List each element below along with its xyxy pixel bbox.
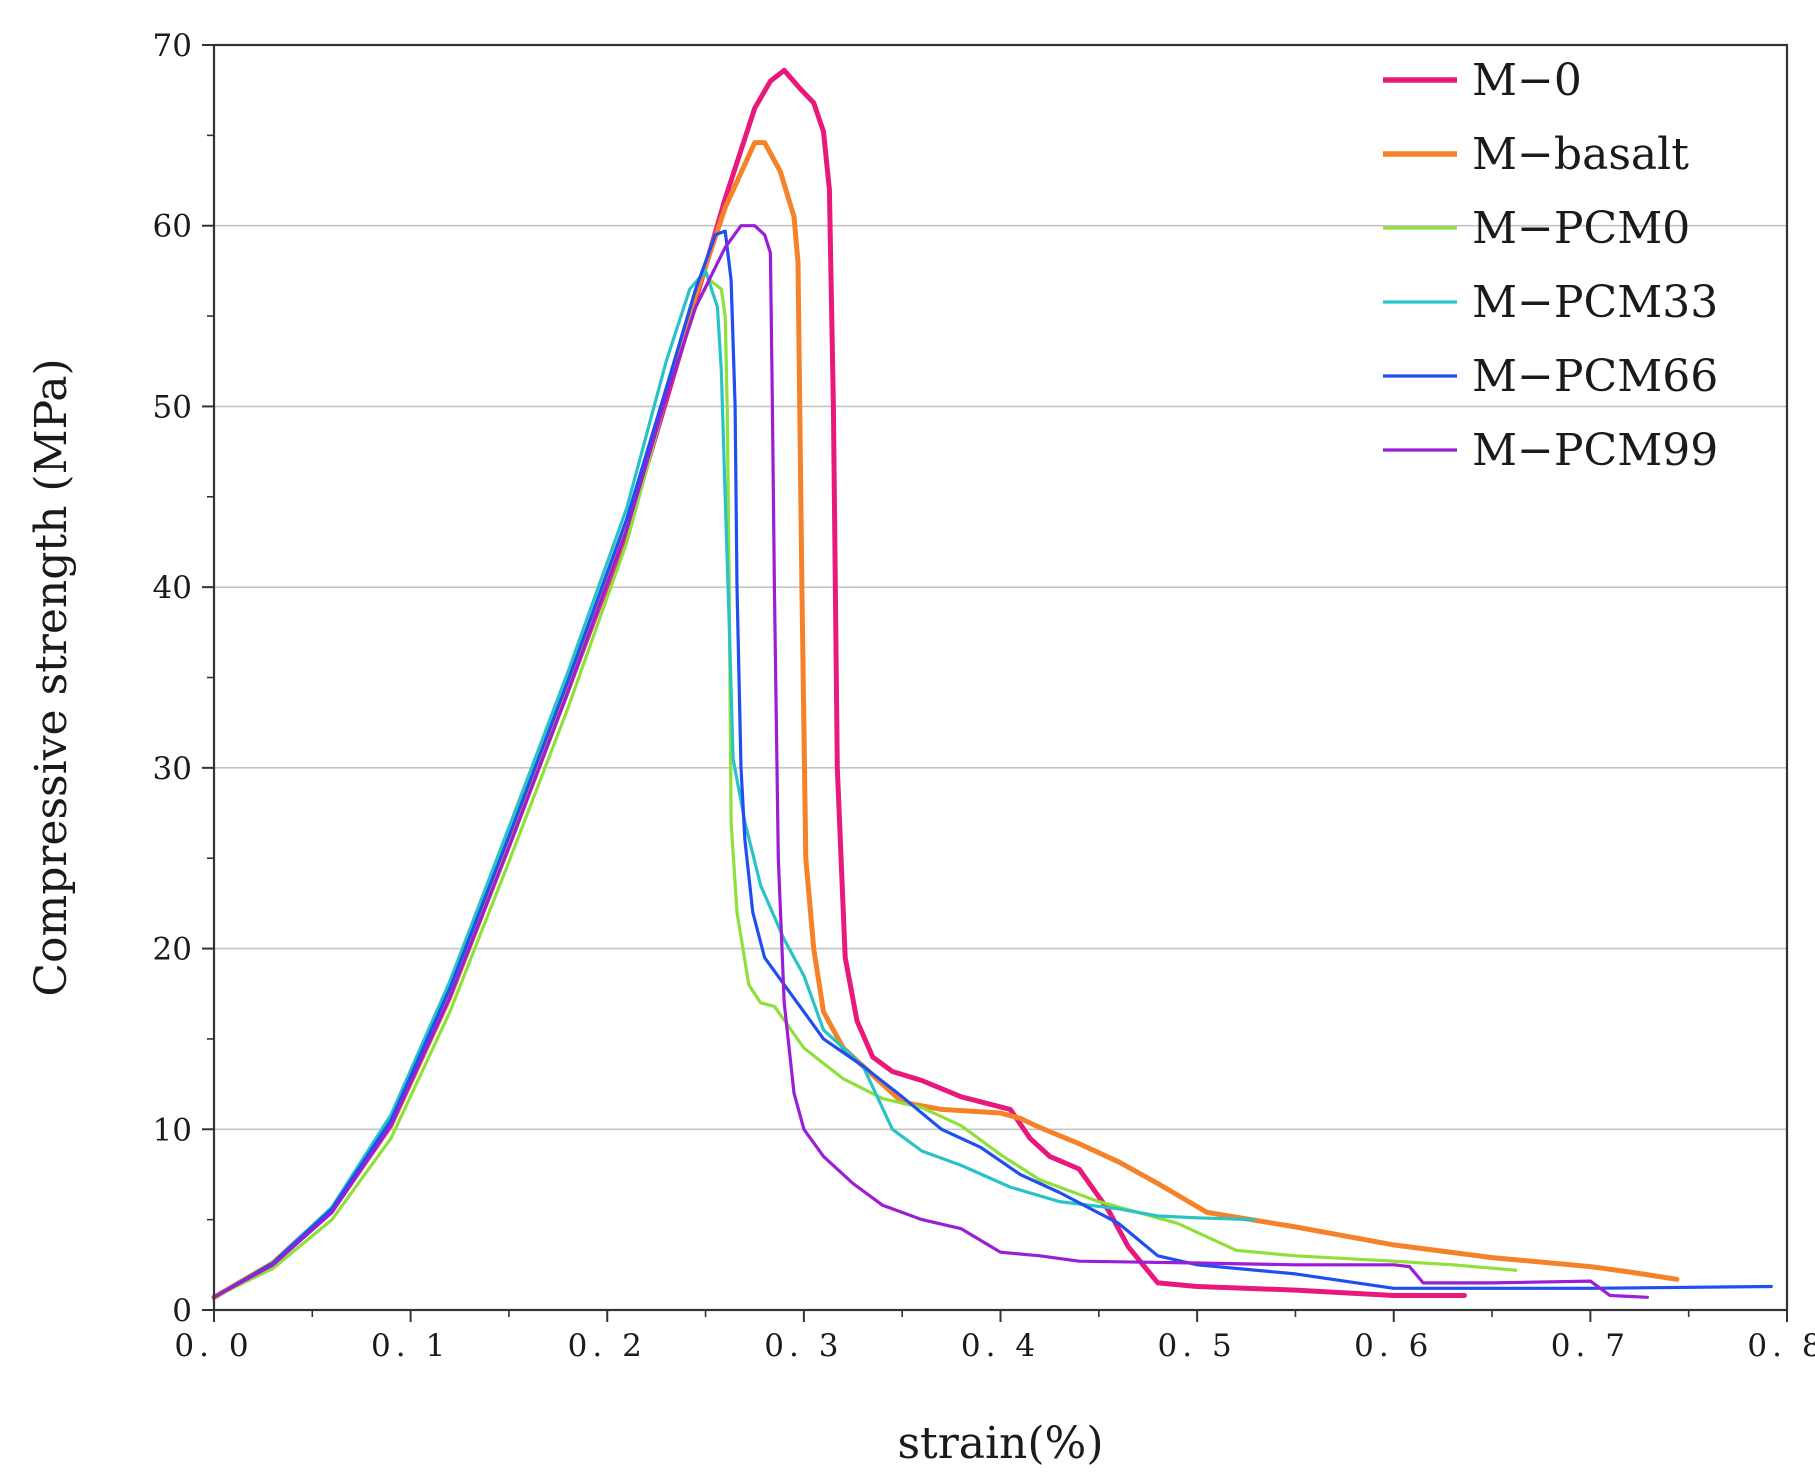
- legend-label-m-pcm66: M−PCM66: [1472, 351, 1718, 402]
- legend-label-m-0: M−0: [1472, 55, 1582, 106]
- x-tick-label: 0. 5: [1158, 1328, 1237, 1364]
- x-tick-label: 0. 2: [568, 1328, 647, 1364]
- x-tick-label: 0. 6: [1354, 1328, 1433, 1364]
- x-tick-label: 0. 3: [764, 1328, 843, 1364]
- series-line-m-pcm33: [212, 269, 1256, 1299]
- legend-label-m-pcm0: M−PCM0: [1472, 203, 1690, 254]
- y-tick-label: 60: [153, 209, 192, 245]
- series-lines: [211, 67, 1773, 1300]
- series-line-m-pcm99: [212, 224, 1649, 1299]
- y-tick-label: 40: [153, 570, 192, 606]
- x-tick-label: 0. 8: [1747, 1328, 1815, 1364]
- x-axis-title: strain(%): [897, 1418, 1103, 1469]
- legend-label-m-pcm99: M−PCM99: [1472, 425, 1718, 476]
- x-tick-label: 0. 1: [371, 1328, 450, 1364]
- x-tick-label: 0. 7: [1551, 1328, 1630, 1364]
- legend: M−0 M−basalt M−PCM0 M−PCM33 M−PCM66 M−PCM99: [1383, 55, 1718, 476]
- series-line-m-basalt: [211, 140, 1680, 1300]
- legend-label-m-basalt: M−basalt: [1472, 129, 1689, 180]
- x-tick-label: 0. 0: [174, 1328, 253, 1364]
- axis-ticks: 0. 0 0. 1 0. 2 0. 3 0. 4 0. 5 0. 6 0. 7 0. 8 0 10 2…: [153, 28, 1815, 1364]
- y-axis-title: Compressive strength (MPa): [26, 358, 77, 996]
- y-tick-label: 30: [153, 751, 192, 787]
- series-line-m-pcm66: [212, 229, 1773, 1299]
- y-tick-label: 50: [153, 389, 192, 425]
- y-tick-label: 10: [153, 1112, 192, 1148]
- y-tick-label: 0: [172, 1293, 192, 1329]
- series-line-m-pcm0: [212, 278, 1518, 1299]
- legend-label-m-pcm33: M−PCM33: [1472, 277, 1718, 328]
- y-tick-label: 70: [153, 28, 192, 64]
- y-tick-label: 20: [153, 932, 192, 968]
- x-tick-label: 0. 4: [961, 1328, 1040, 1364]
